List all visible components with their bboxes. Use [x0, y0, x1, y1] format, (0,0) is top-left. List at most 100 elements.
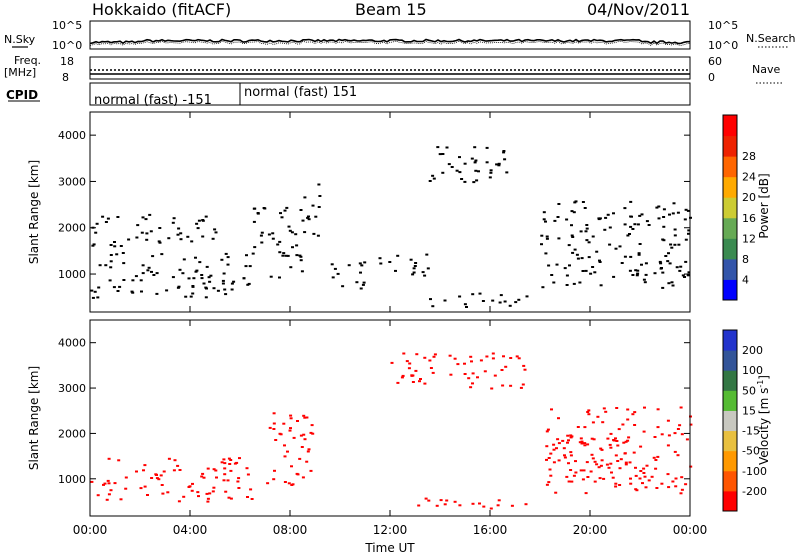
velocity-region-4-cell [615, 407, 619, 409]
power-region-5-cell [379, 262, 383, 265]
velocity-region-0-cell [187, 486, 191, 488]
velocity-region-4-cell [570, 480, 574, 483]
velocity-region-0-cell [206, 497, 210, 500]
velocity-region-1-cell [305, 460, 309, 463]
velocity-region-1-cell [298, 457, 302, 460]
power-region-0-cell [226, 256, 230, 259]
velocity-region-3-cell [524, 503, 528, 506]
velocity-region-0-cell [227, 457, 231, 460]
velocity-region-4-cell [586, 443, 590, 446]
power-region-0-cell [108, 279, 112, 282]
power-region-8-cell [673, 243, 677, 246]
velocity-region-2-cell [423, 356, 427, 359]
velocity-region-1-cell [283, 444, 286, 447]
velocity-region-0-cell [124, 476, 128, 479]
power-region-4-cell [359, 287, 363, 290]
power-region-3-cell [316, 234, 320, 237]
velocity-region-0-cell [238, 457, 241, 460]
velocity-region-4-cell [634, 474, 638, 477]
velocity-region-2-cell [402, 352, 406, 355]
velocity-region-4-cell [645, 464, 649, 467]
power-region-0-cell [178, 268, 182, 271]
power-region-8-cell [604, 216, 608, 219]
power-region-4-cell [362, 281, 366, 284]
power-region-6-cell [438, 153, 442, 156]
power-region-0-cell [181, 272, 185, 275]
velocity-region-1-cell [278, 432, 282, 435]
velocity-colorbar-tick-4: -15 [742, 425, 760, 438]
velocity-region-4-cell [600, 448, 604, 451]
power-region-8-cell [541, 286, 545, 289]
power-region-2-cell [263, 207, 267, 210]
power-region-8-cell [675, 266, 679, 269]
velocity-region-1-cell [296, 420, 299, 422]
velocity-region-4-cell [612, 439, 616, 442]
power-region-1-cell [201, 235, 205, 238]
velocity-region-1-cell [290, 465, 293, 468]
velocity-region-1-cell [286, 450, 289, 453]
power-region-8-cell [555, 263, 559, 266]
noise-tick-top-left: 10^5 [52, 19, 82, 32]
power-region-0-cell [176, 286, 180, 289]
power-region-1-cell [136, 224, 140, 227]
velocity-region-4-cell [685, 438, 689, 441]
power-region-8-cell [631, 274, 635, 276]
power-colorbar-segment-3 [723, 217, 737, 239]
power-region-0-cell [165, 289, 169, 292]
velocity-ytick-label-1: 2000 [58, 427, 86, 440]
power-region-6-cell [473, 161, 477, 164]
velocity-colorbar-frame [722, 329, 738, 512]
power-region-8-cell [634, 269, 638, 272]
velocity-region-2-cell [431, 371, 435, 374]
power-region-1-cell [141, 216, 145, 219]
velocity-region-0-cell [214, 469, 218, 472]
power-region-0-cell [150, 270, 153, 273]
power-region-8-cell [626, 234, 630, 237]
power-region-7-cell [498, 301, 502, 304]
power-region-2-cell [278, 240, 282, 243]
power-region-0-cell [90, 289, 94, 292]
power-region-2-cell [280, 216, 284, 219]
velocity-region-5-cell [570, 435, 574, 438]
freq-right-label: Nave [752, 63, 780, 76]
velocity-region-2-cell [515, 355, 519, 358]
velocity-region-2-cell [400, 376, 404, 379]
velocity-region-1-cell [289, 414, 293, 417]
velocity-region-4-cell [572, 474, 576, 477]
power-region-4-cell [361, 283, 365, 286]
power-region-2-cell [271, 232, 275, 235]
power-colorbar-segment-6 [723, 156, 737, 178]
power-region-0-cell [194, 256, 197, 259]
xaxis-label: Time UT [364, 541, 415, 554]
xtick-label-1: 04:00 [173, 523, 208, 537]
power-region-8-cell [623, 255, 627, 258]
power-region-1-cell [196, 227, 200, 230]
velocity-region-2-cell [396, 381, 400, 384]
power-region-8-cell [678, 269, 682, 272]
power-region-0-cell [194, 270, 198, 273]
power-colorbar-tick-4: 20 [742, 191, 756, 204]
power-yaxis: 1000 2000 3000 4000 [58, 129, 690, 281]
power-region-8-cell [628, 233, 631, 235]
velocity-region-1-cell [302, 414, 306, 417]
velocity-region-4-cell [680, 476, 684, 479]
xtick-label-3: 12:00 [373, 523, 408, 537]
power-colorbar-segment-7 [723, 135, 737, 157]
power-region-8-cell [644, 273, 648, 276]
power-region-8-cell [595, 250, 599, 253]
velocity-region-0-cell [102, 483, 105, 486]
power-region-8-cell [642, 278, 646, 281]
power-region-8-cell [667, 252, 670, 255]
power-region-8-cell [568, 264, 571, 267]
power-region-8-cell [670, 281, 674, 284]
cpid-segment-1: normal (fast) 151 [244, 85, 357, 100]
power-region-2-cell [281, 254, 285, 257]
velocity-region-4-cell [633, 411, 637, 414]
power-region-4-cell [363, 261, 367, 264]
power-region-2-cell [299, 209, 303, 211]
power-region-1-cell [171, 221, 175, 224]
velocity-region-3-cell [424, 497, 428, 500]
power-region-6-cell [503, 158, 507, 161]
velocity-region-0-cell [160, 484, 164, 486]
power-region-5-cell [414, 262, 418, 264]
